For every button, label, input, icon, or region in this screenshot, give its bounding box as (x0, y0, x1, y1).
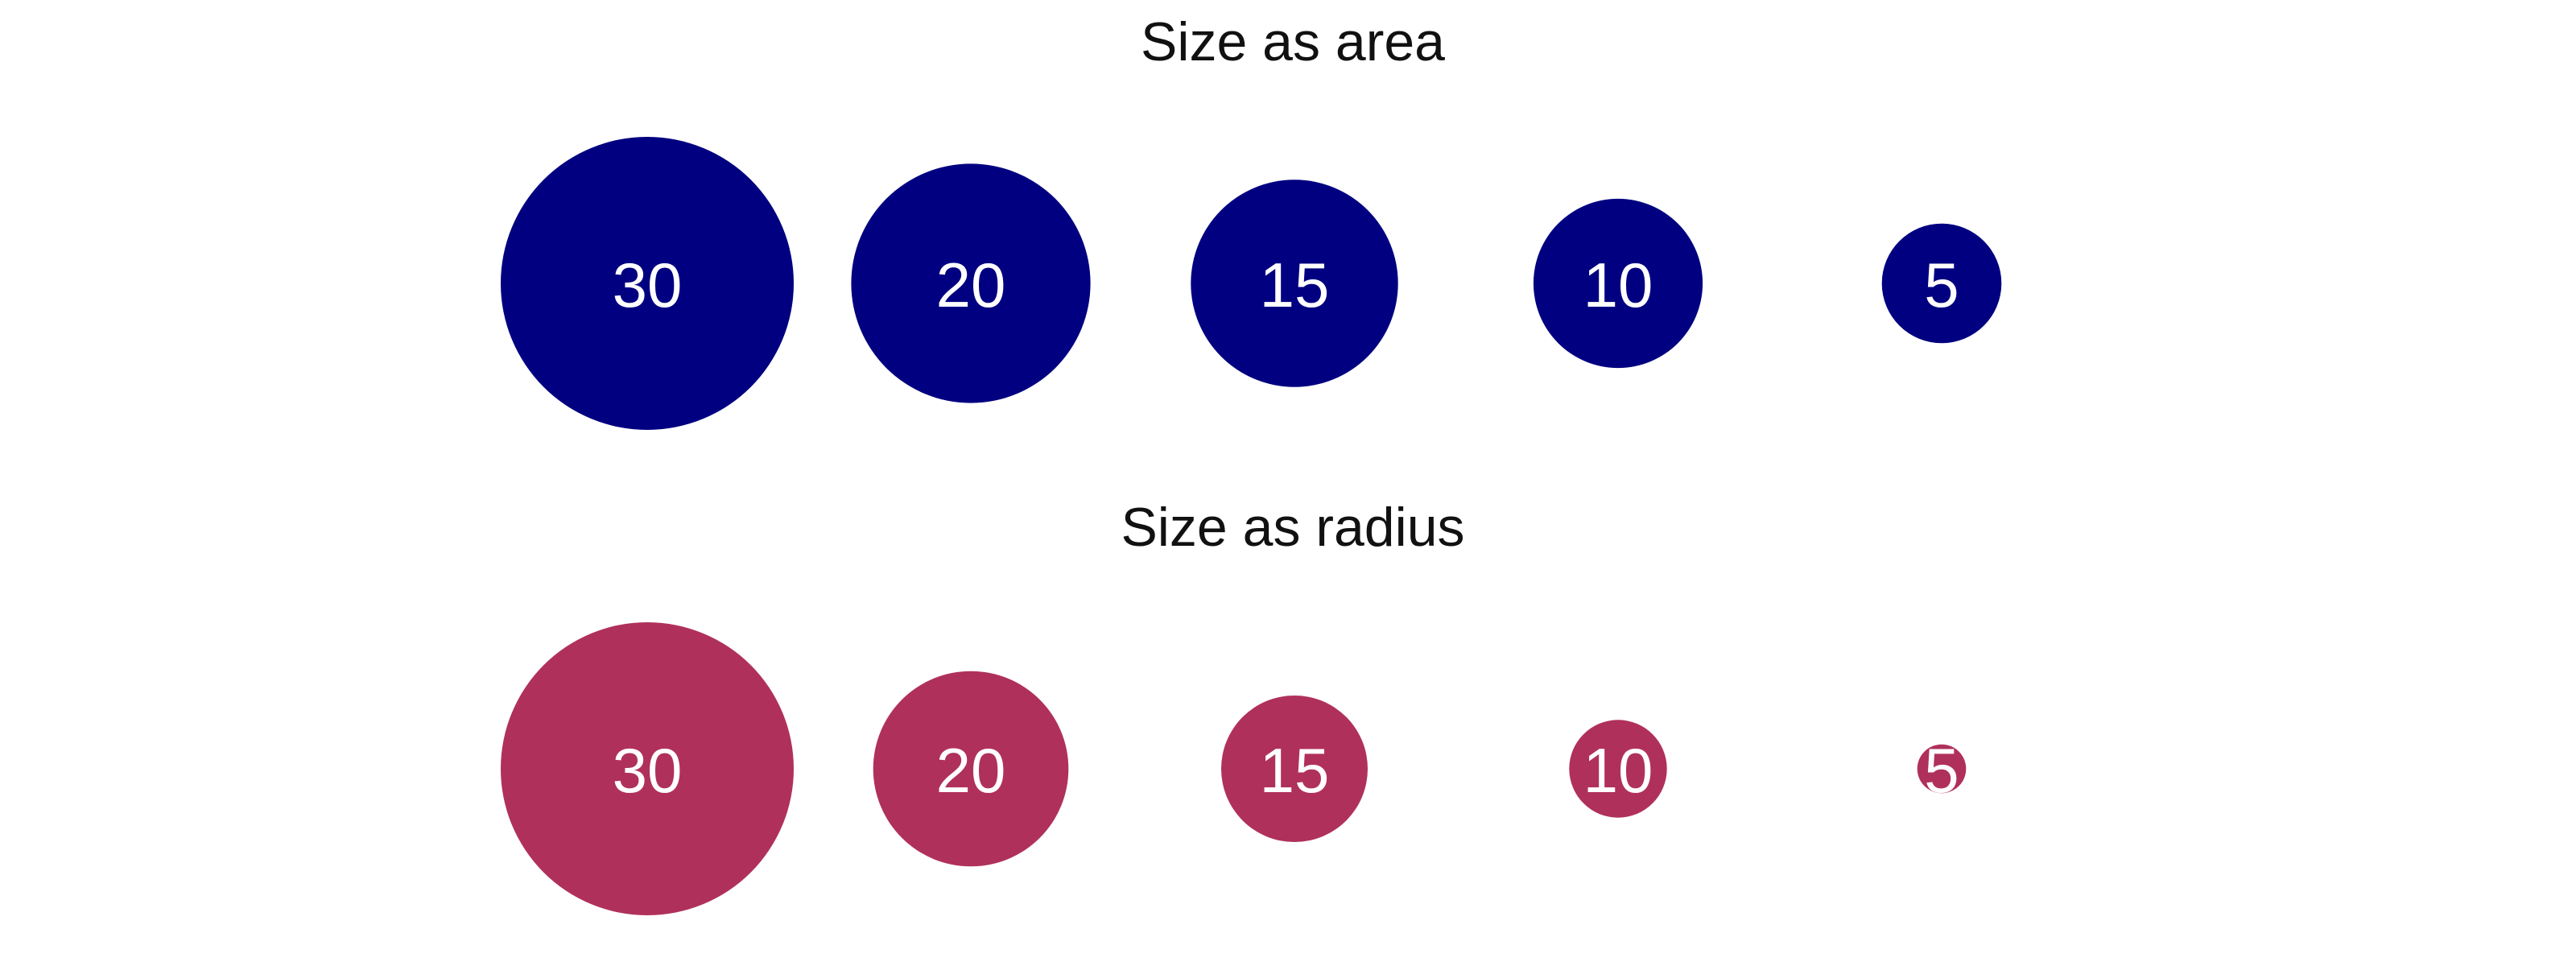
bubble-radius-5 (1917, 744, 1967, 794)
panel-title-area: Size as area (1141, 11, 1445, 72)
bubble-label-radius-30: 30 (613, 735, 683, 806)
bubble-radius-30 (501, 622, 794, 915)
bubble-radius-15 (1221, 696, 1368, 842)
radius-bubbles: 30 20 15 10 5 (501, 622, 1967, 915)
panel-size-as-radius: Size as radius 30 20 15 10 5 (501, 497, 1967, 915)
bubble-label-radius-10: 10 (1583, 735, 1653, 806)
bubble-label-area-10: 10 (1583, 250, 1653, 320)
bubble-area-5 (1881, 223, 2002, 344)
bubble-label-radius-5: 5 (1924, 735, 1959, 806)
panel-size-as-area: Size as area 30 20 15 10 5 (501, 11, 2002, 430)
bubble-area-15 (1191, 180, 1398, 387)
bubble-label-area-30: 30 (613, 250, 683, 320)
area-bubbles: 30 20 15 10 5 (501, 137, 2002, 430)
bubble-radius-20 (873, 671, 1069, 867)
bubble-area-20 (851, 163, 1091, 403)
bubble-area-10 (1533, 198, 1703, 369)
bubble-label-area-20: 20 (936, 250, 1006, 320)
bubble-label-area-5: 5 (1924, 250, 1959, 320)
bubble-label-area-15: 15 (1260, 250, 1330, 320)
bubble-label-radius-20: 20 (936, 735, 1006, 806)
bubble-label-radius-15: 15 (1260, 735, 1330, 806)
panel-title-radius: Size as radius (1121, 497, 1464, 558)
bubble-area-30 (501, 137, 794, 430)
bubble-radius-10 (1569, 720, 1667, 818)
